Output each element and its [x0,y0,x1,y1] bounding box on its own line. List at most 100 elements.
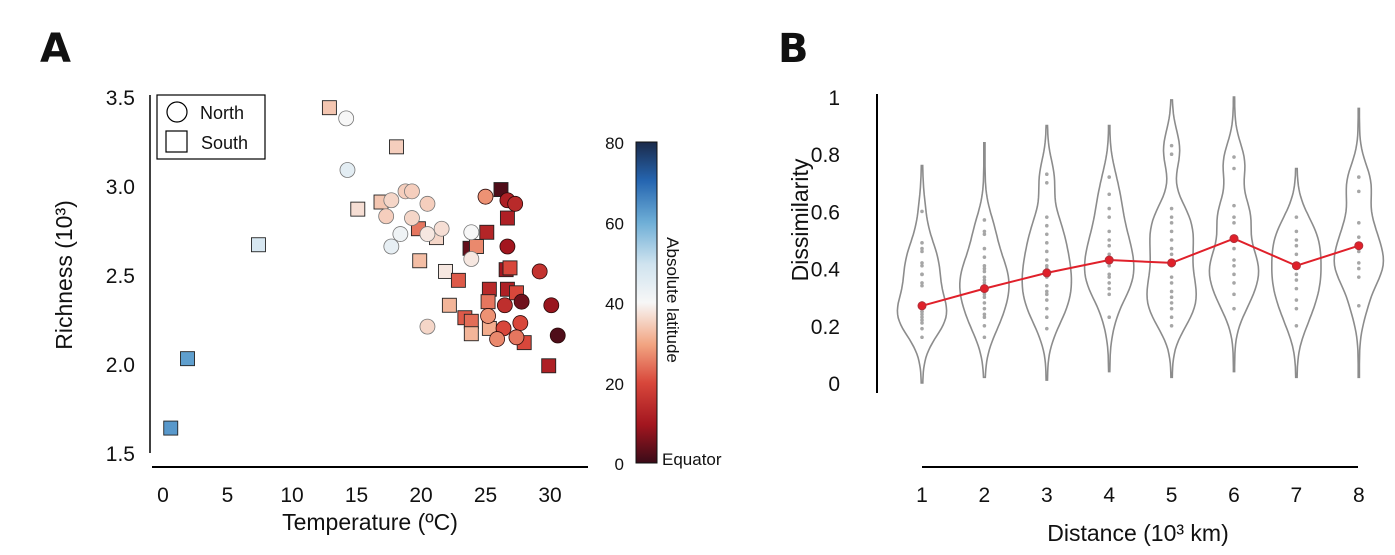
panel-label-a: A [40,26,71,72]
mean-point [1229,234,1239,244]
violin-dot [1169,221,1174,225]
violin-dot [920,315,924,320]
violin-dot [1107,275,1111,279]
y-tick-label: 0.4 [811,259,841,282]
south-point [480,294,496,310]
north-point [419,195,436,212]
south-point [321,100,337,116]
y-tick-label: 1.5 [106,443,135,466]
panel-label-b: B [778,26,809,72]
violin-dot [920,263,924,268]
x-tick-label: 6 [1228,484,1240,507]
south-point [412,253,428,269]
violin-dot [1232,281,1236,285]
x-tick-label: 8 [1353,484,1365,507]
violin-dot [920,249,924,254]
north-point [499,238,516,255]
violin-dot [1169,206,1174,211]
violin [1208,96,1260,373]
violin-dot [1107,215,1111,219]
legend-box [156,94,266,160]
colorbar-tick-label: 20 [605,375,624,394]
mean-point [1291,261,1301,271]
violin-dot [1107,315,1111,320]
north-point [508,329,525,346]
y-tick-label: 0 [828,373,840,396]
violin-dot [1045,326,1049,331]
violin-dot [1357,275,1361,279]
north-point [392,226,409,242]
violin-dot [1169,281,1174,285]
violin-dot [1045,249,1049,254]
north-point [338,110,355,127]
violin-dot [1357,189,1361,194]
violin-dot [1107,192,1111,197]
violin-dot [982,266,987,271]
violin-dot [1107,206,1111,211]
x-tick-label: 1 [916,484,928,507]
violin [959,142,1010,379]
south-point [350,201,366,217]
x-tick-label: 30 [538,484,561,507]
violin-dot [1169,306,1174,311]
violin-dot [1107,175,1111,179]
violin-dot [1107,229,1111,234]
violin-dot [982,232,987,237]
south-point [502,260,518,276]
north-point [404,183,420,200]
violin-dot [1107,238,1111,242]
violin-dot [1045,172,1049,177]
violin-dot [1045,292,1049,297]
north-point [404,210,420,226]
violin-dot [1357,303,1361,308]
north-point [507,195,524,212]
violin-dot [920,246,924,251]
violin-dot [1232,292,1236,297]
violin-dot [920,309,924,314]
violin-dot [1294,215,1299,219]
violin-dot [1169,315,1174,320]
violin-dot [982,312,987,317]
violin-dot [1232,263,1236,268]
violin-dot [1107,292,1111,297]
violin-dot [982,281,987,285]
violin-dot [1045,232,1049,237]
x-tick-label: 10 [280,484,303,507]
y-tick-label: 0.2 [811,316,840,339]
violin-dot [1169,324,1174,328]
south-point [481,281,497,297]
south-point [163,420,179,436]
violin-dot [1232,306,1236,311]
mean-point [1042,268,1052,278]
violin-dot [1107,263,1111,268]
x-tick-label: 5 [222,484,234,507]
violin-dot [1357,261,1361,265]
violin-dot [1107,272,1111,277]
violin [1271,167,1322,379]
violin-dot [1232,258,1236,262]
mean-point [1104,255,1114,265]
violin [1333,107,1385,379]
violin-dot [1169,229,1174,234]
violin-dot [982,218,987,222]
legend-label-south: South [201,133,248,153]
violin-dot [982,335,987,340]
scatter-panel: 0 5 10 15 20 25 301.52.02.53.03.5 North South … [51,87,722,535]
south-point [541,358,557,374]
colorbar-gradient [635,141,658,464]
violin-dot [920,318,924,322]
north-point [419,318,436,335]
violin-dot [920,321,924,325]
legend-label-north: North [200,103,244,123]
x-tick-label: 3 [1041,484,1053,507]
violin-dot [920,312,924,317]
colorbar-tick-label: 80 [605,134,624,153]
colorbar-tick-label: 60 [605,214,624,233]
north-point [549,327,566,344]
south-point [180,351,195,367]
violin-dot [1232,203,1236,208]
violin-dot [1232,246,1236,251]
y-axis-label: Dissimilarity [787,158,813,281]
violin-dot [1169,252,1174,257]
violin-dot [1045,258,1049,262]
